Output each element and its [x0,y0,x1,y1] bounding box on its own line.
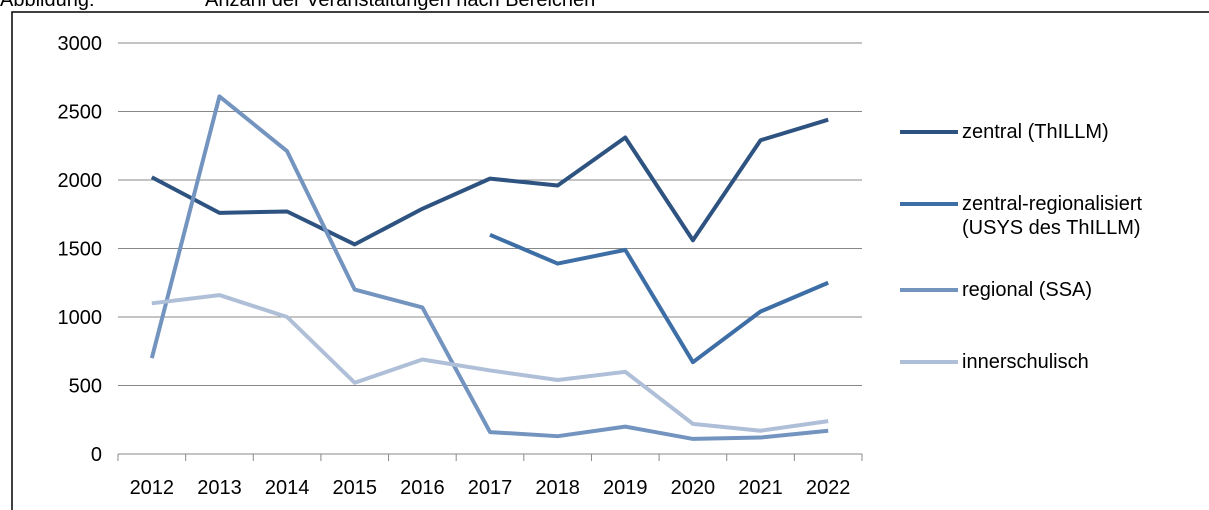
legend-label: zentral (ThILLM) [962,121,1109,143]
x-tick-label: 2016 [400,477,445,499]
figure-label: Abbildung: [0,0,95,11]
x-tick-label: 2019 [603,477,648,499]
y-tick-label: 1500 [58,239,103,261]
y-tick-label: 1000 [58,307,103,329]
legend-entry: zentral (ThILLM) [900,120,1202,144]
legend-label: innerschulisch [962,351,1089,373]
x-tick-label: 2013 [197,477,242,499]
legend-entry: zentral-regionalisiert (USYS des ThILLM) [900,192,1202,240]
legend-swatch [900,288,958,292]
legend-label: zentral-regionalisiert (USYS des ThILLM) [962,193,1143,239]
y-tick-label: 500 [69,376,102,398]
y-tick-label: 0 [91,444,102,466]
series-line [149,94,829,441]
legend-swatch [900,202,958,206]
x-tick-label: 2012 [130,477,175,499]
legend-label: regional (SSA) [962,279,1093,301]
y-tick-label: 2500 [58,102,103,124]
x-tick-label: 2020 [671,477,716,499]
series-line [489,232,829,365]
x-tick-label: 2015 [332,477,377,499]
chart-frame [11,11,1209,510]
x-tick-label: 2017 [468,477,513,499]
series-line [151,293,829,433]
x-tick-label: 2014 [265,477,310,499]
y-tick-label: 3000 [58,33,103,55]
chart-title: Anzahl der Veranstaltungen nach Bereiche… [205,0,595,11]
x-tick-label: 2022 [806,477,851,499]
series-line [150,117,829,247]
legend-entry: innerschulisch [900,350,1202,374]
legend-entry: regional (SSA) [900,278,1202,302]
x-tick-label: 2018 [535,477,580,499]
legend-swatch [900,360,958,364]
x-tick-label: 2021 [738,477,783,499]
legend-swatch [900,130,958,134]
y-tick-label: 2000 [58,170,103,192]
